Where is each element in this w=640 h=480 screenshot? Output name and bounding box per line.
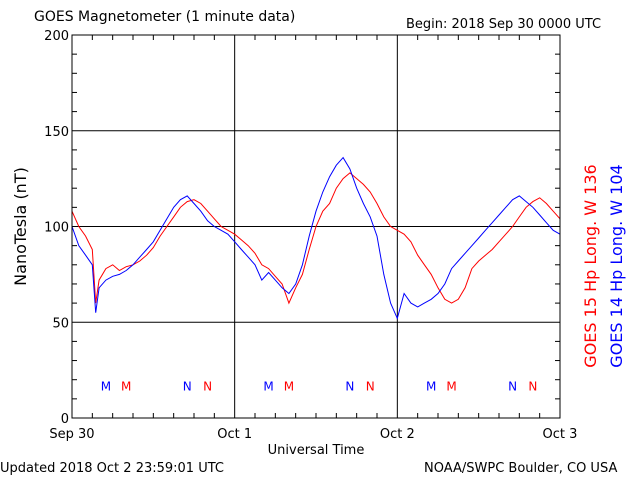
annotation-label: N	[183, 379, 192, 393]
y-tick-label: 0	[61, 412, 69, 427]
series-line-goes14	[71, 156, 561, 320]
x-tick-label: Oct 3	[543, 427, 578, 442]
x-axis-label: Universal Time	[268, 443, 365, 458]
annotation-label: M	[263, 379, 273, 393]
x-tick-label: Oct 2	[380, 427, 415, 442]
x-tick-label: Sep 30	[49, 427, 94, 442]
credit-text: NOAA/SWPC Boulder, CO USA	[424, 461, 618, 476]
legend-goes14: GOES 14 Hp Long. W 104	[607, 164, 626, 367]
y-tick-label: 150	[44, 125, 69, 140]
series-line-goes15	[71, 172, 561, 305]
begin-time: Begin: 2018 Sep 30 0000 UTC	[406, 17, 602, 32]
annotation-label: N	[366, 379, 375, 393]
annotation-label: M	[284, 379, 294, 393]
y-tick-label: 50	[52, 316, 69, 331]
updated-timestamp: Updated 2018 Oct 2 23:59:01 UTC	[0, 461, 224, 476]
y-tick-label: 200	[44, 29, 69, 44]
annotation-label: N	[528, 379, 537, 393]
annotation-label: N	[345, 379, 354, 393]
annotation-label: N	[203, 379, 212, 393]
annotation-label: M	[121, 379, 131, 393]
chart-title: GOES Magnetometer (1 minute data)	[34, 9, 296, 25]
annotation-label: M	[446, 379, 456, 393]
legend-goes15: GOES 15 Hp Long. W 136	[581, 164, 600, 367]
y-axis-label: NanoTesla (nT)	[11, 167, 30, 286]
plot-frame	[71, 34, 561, 419]
annotation-label: M	[101, 379, 111, 393]
annotation-label: M	[426, 379, 436, 393]
y-tick-label: 100	[44, 221, 69, 236]
x-tick-label: Oct 1	[217, 427, 252, 442]
annotation-label: N	[508, 379, 517, 393]
